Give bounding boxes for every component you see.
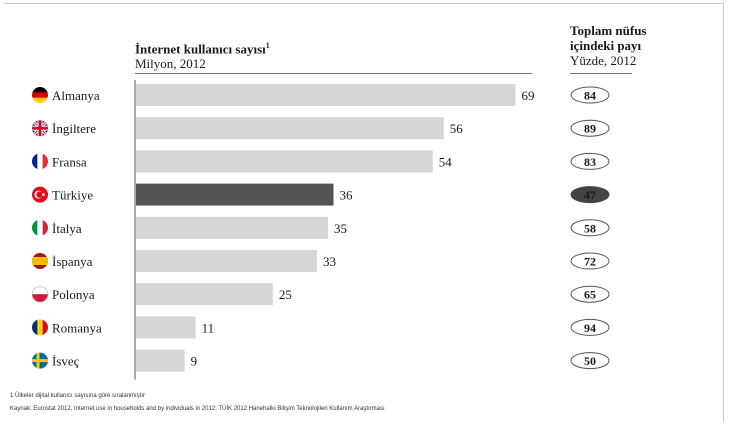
category-label-italya: İtalya: [52, 221, 82, 236]
poland-flag-icon: [32, 286, 48, 303]
share-pill-italya: [570, 219, 610, 237]
share-label-polonya: 65: [584, 288, 596, 302]
share-label-ingiltere: 89: [584, 122, 596, 136]
share-label-fransa: 83: [584, 155, 596, 169]
share-pill-turkiye: [570, 186, 610, 204]
right-header-rule: [570, 73, 632, 74]
value-label-fransa: 54: [439, 154, 453, 169]
value-label-ingiltere: 56: [450, 121, 464, 136]
value-label-italya: 35: [334, 221, 347, 236]
france-flag-icon: [32, 153, 48, 170]
bar-isvec: [136, 349, 185, 372]
share-label-isvec: 50: [584, 354, 596, 368]
source-note: Kaynak: Eurostat 2012, Internet use in h…: [10, 406, 385, 412]
category-label-ingiltere: İngiltere: [52, 121, 96, 136]
germany-flag-icon: [32, 87, 48, 103]
share-pill-romanya: [570, 318, 610, 336]
romania-flag-icon: [32, 319, 48, 336]
category-label-fransa: Fransa: [52, 154, 87, 169]
turkey-flag-icon: [32, 186, 48, 203]
sweden-flag-icon: [32, 352, 48, 369]
share-pill-isvec: [570, 352, 610, 370]
share-label-italya: 58: [584, 221, 596, 235]
share-pill-ispanya: [570, 252, 610, 270]
footnote: 1 Ülkeler dijital kullanıcı sayısına gör…: [10, 393, 146, 399]
right-subtitle: Yüzde, 2012: [570, 53, 637, 68]
share-label-turkiye: 47: [584, 188, 596, 202]
left-subtitle: Milyon, 2012: [135, 56, 206, 72]
value-label-romanya: 11: [202, 320, 215, 335]
bar-turkiye: [136, 183, 334, 206]
spain-flag-icon: [32, 253, 48, 269]
bar-ispanya: [136, 250, 317, 272]
category-label-ispanya: İspanya: [52, 254, 93, 269]
bar-almanya: [136, 84, 516, 106]
left-title: İnternet kullanıcı sayısı: [135, 41, 266, 57]
right-header: Toplam nüfus içindeki payı Yüzde, 2012: [570, 23, 646, 68]
left-title-footnote-mark: 1: [265, 41, 270, 50]
share-label-almanya: 84: [584, 89, 596, 103]
left-header: İnternet kullanıcı sayısı1 Milyon, 2012: [135, 38, 270, 71]
bar-fransa: [136, 150, 433, 173]
share-label-ispanya: 72: [584, 255, 596, 269]
italy-flag-icon: [32, 219, 48, 236]
share-pill-fransa: [570, 152, 610, 170]
right-title-line2: içindeki payı: [570, 38, 642, 53]
value-label-ispanya: 33: [323, 254, 336, 269]
uk-flag-icon: [32, 120, 48, 137]
category-label-turkiye: Türkiye: [52, 188, 93, 203]
value-label-almanya: 69: [521, 88, 534, 103]
category-label-polonya: Polonya: [52, 287, 95, 302]
value-label-turkiye: 36: [340, 188, 354, 203]
bar-ingiltere: [136, 117, 444, 140]
category-label-romanya: Romanya: [52, 320, 102, 335]
category-label-isvec: İsveç: [52, 354, 80, 369]
share-label-romanya: 94: [584, 321, 596, 335]
left-header-rule: [135, 73, 532, 74]
category-label-almanya: Almanya: [52, 88, 100, 103]
share-pill-polonya: [570, 285, 610, 303]
bar-polonya: [136, 283, 273, 306]
bar-romanya: [136, 316, 196, 339]
share-pill-ingiltere: [570, 119, 610, 137]
bar-italya: [136, 216, 328, 239]
share-pill-almanya: [570, 86, 610, 104]
value-label-polonya: 25: [279, 287, 292, 302]
right-title-line1: Toplam nüfus: [570, 23, 647, 38]
chart-frame: [4, 3, 724, 422]
value-label-isvec: 9: [191, 354, 198, 369]
